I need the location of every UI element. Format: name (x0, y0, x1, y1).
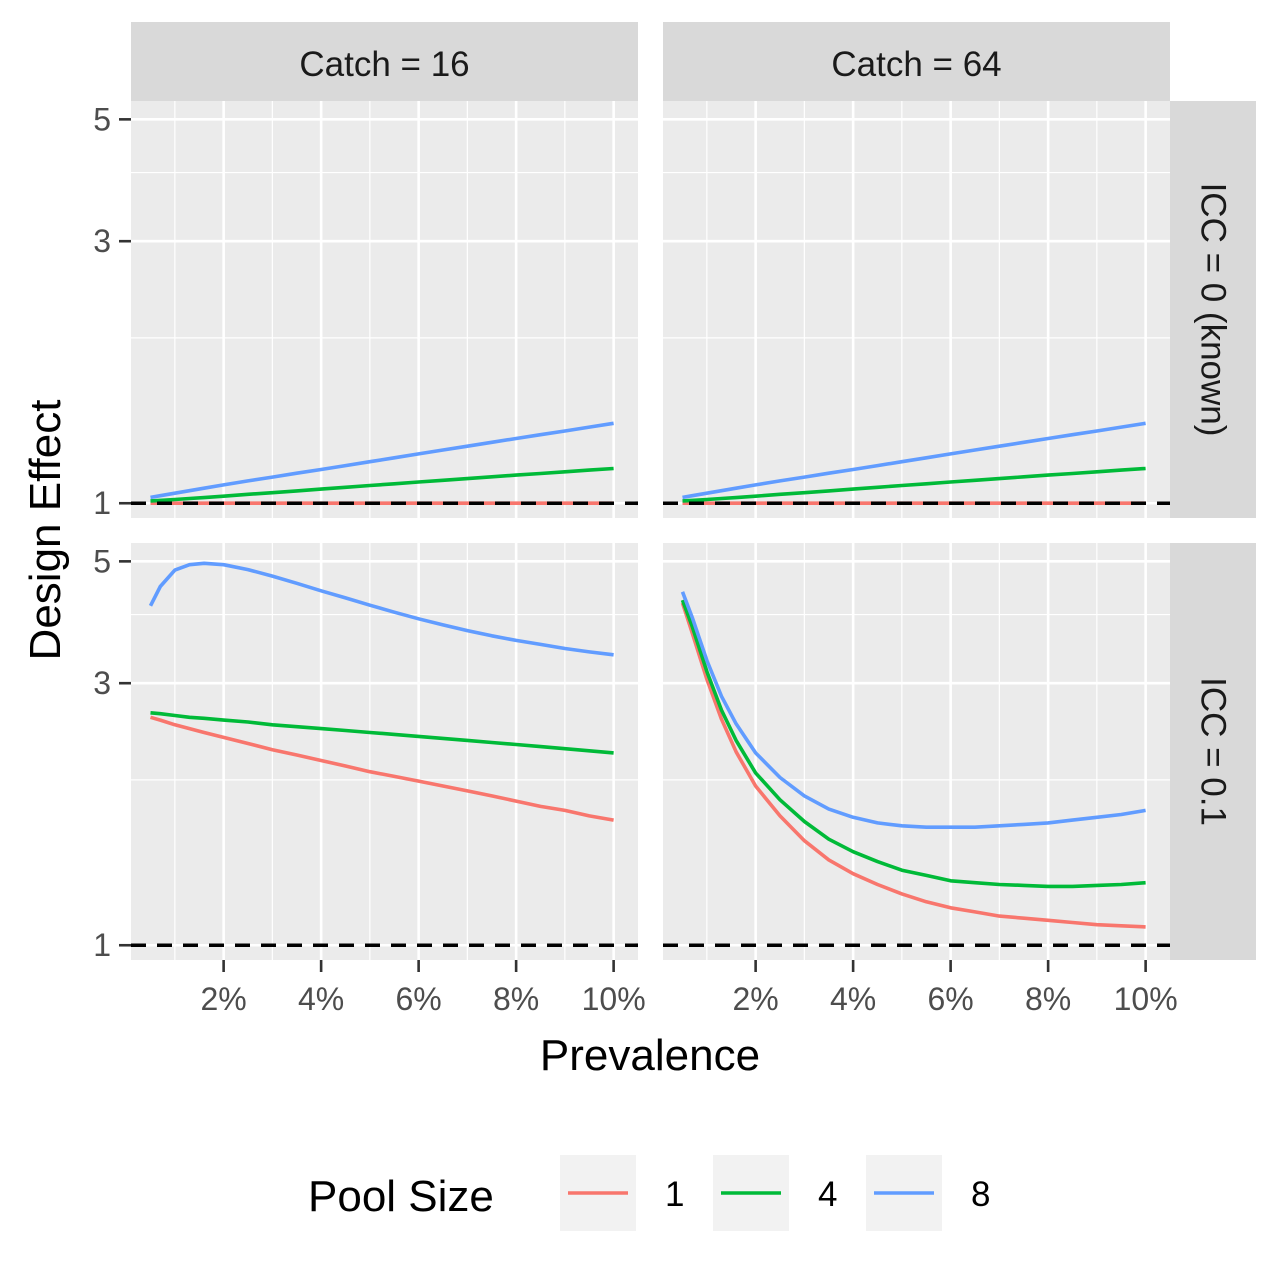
panel-background (663, 101, 1170, 518)
series-line-pool-1 (150, 715, 614, 822)
y-tick-label: 1 (93, 927, 111, 963)
x-tick-label: 8% (1025, 981, 1071, 1017)
x-tick-label: 10% (1114, 981, 1178, 1017)
y-axis-title: Design Effect (21, 400, 70, 661)
series-line-pool-8 (148, 561, 614, 657)
x-tick-label: 4% (830, 981, 876, 1017)
legend-label: 4 (818, 1175, 837, 1214)
facet-panel (131, 101, 638, 518)
x-tick-label: 8% (493, 981, 539, 1017)
column-strip: Catch = 16 (131, 22, 638, 101)
x-tick-label: 2% (201, 981, 247, 1017)
series-line-pool-1 (680, 602, 1146, 929)
panel-background (663, 543, 1170, 960)
y-tick-label: 5 (93, 543, 111, 579)
series-line-pool-4 (680, 599, 1146, 889)
series-line-pool-4 (682, 466, 1146, 503)
x-axis-title: Prevalence (540, 1031, 760, 1080)
row-strip: ICC = 0.1 (1170, 543, 1256, 960)
panel-background (131, 543, 638, 960)
y-tick-label: 3 (93, 223, 111, 259)
row-strip-label: ICC = 0.1 (1194, 677, 1233, 826)
column-strip-bg (663, 22, 1170, 101)
facet-panel (663, 543, 1170, 960)
row-strip-bg (1170, 101, 1256, 518)
y-tick-label: 3 (93, 665, 111, 701)
column-strip-label: Catch = 16 (299, 45, 469, 84)
row-strip: ICC = 0 (known) (1170, 101, 1256, 518)
series-line-pool-4 (150, 466, 614, 503)
legend-entry-pool-4: 4 (713, 1155, 837, 1231)
series-line-pool-4 (150, 711, 614, 755)
x-tick-label: 6% (396, 981, 442, 1017)
facet-panel (131, 543, 638, 960)
panel-background (131, 101, 638, 518)
y-tick-label: 1 (93, 485, 111, 521)
series-line-pool-8 (150, 421, 614, 500)
panels-layer: Catch = 16 Catch = 64 ICC = 0 (known) ICC =… (93, 22, 1256, 1017)
legend: Pool Size 1 4 8 (308, 1155, 990, 1231)
y-tick-label: 5 (93, 101, 111, 137)
x-tick-label: 2% (733, 981, 779, 1017)
row-strip-bg (1170, 543, 1256, 960)
facet-panel (663, 101, 1170, 518)
legend-entry-pool-8: 8 (866, 1155, 990, 1231)
column-strip: Catch = 64 (663, 22, 1170, 101)
x-tick-label: 6% (928, 981, 974, 1017)
legend-label: 1 (665, 1175, 684, 1214)
row-strip-label: ICC = 0 (known) (1194, 183, 1233, 437)
series-line-pool-8 (682, 421, 1146, 500)
x-tick-label: 4% (298, 981, 344, 1017)
legend-entry-pool-1: 1 (560, 1155, 684, 1231)
series-line-pool-8 (680, 591, 1146, 830)
column-strip-label: Catch = 64 (831, 45, 1001, 84)
legend-label: 8 (971, 1175, 990, 1214)
x-tick-label: 10% (582, 981, 646, 1017)
legend-title: Pool Size (308, 1172, 494, 1221)
column-strip-bg (131, 22, 638, 101)
